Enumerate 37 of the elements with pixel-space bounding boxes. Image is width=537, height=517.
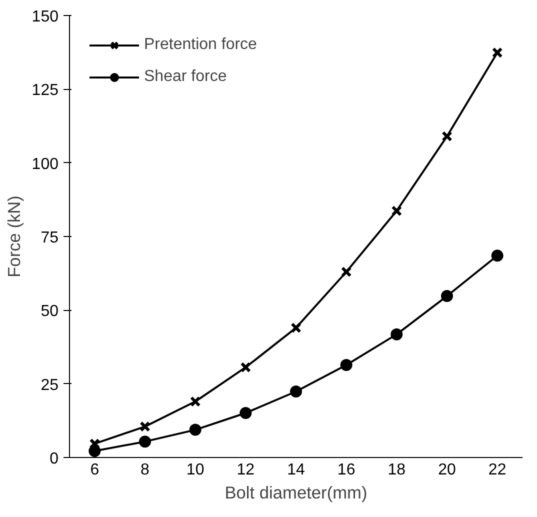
y-tick-label: 25: [40, 376, 59, 394]
x-tick-label: 18: [388, 462, 406, 478]
y-tick-label: 0: [50, 450, 59, 468]
point: [139, 436, 151, 448]
y-tick-label: 75: [40, 230, 59, 246]
point: [492, 47, 503, 58]
x-tick-label: 10: [186, 462, 204, 478]
x-tick-label: 16: [337, 462, 356, 478]
legend-label: Shear force: [144, 68, 227, 86]
point: [88, 445, 101, 458]
x-tick-label: 8: [140, 462, 150, 478]
point: [190, 396, 201, 407]
x-tick-label: 20: [438, 462, 456, 478]
point: [290, 322, 302, 334]
x-tick-label: 6: [90, 462, 100, 478]
y-tick-label: 125: [32, 82, 59, 100]
y-axis-title: Force (kN): [4, 196, 24, 278]
point: [140, 421, 150, 432]
point: [441, 290, 453, 302]
point: [340, 266, 352, 278]
x-axis-title: Bolt diameter(mm): [224, 482, 368, 502]
point: [491, 250, 504, 262]
point: [290, 386, 302, 398]
point: [240, 362, 252, 373]
y-tick-label: 150: [32, 8, 59, 26]
y-tick-label: 100: [32, 156, 59, 173]
point: [189, 424, 202, 436]
point: [442, 130, 452, 142]
point: [340, 358, 352, 371]
x-tick-label: 22: [488, 462, 506, 478]
x-tick-label: 12: [236, 462, 255, 478]
y-tick-label: 50: [40, 303, 59, 320]
point: [240, 407, 252, 419]
point: [391, 205, 402, 216]
legend-label: Pretention force: [144, 36, 257, 54]
point: [390, 328, 403, 340]
x-tick-label: 14: [287, 462, 305, 478]
